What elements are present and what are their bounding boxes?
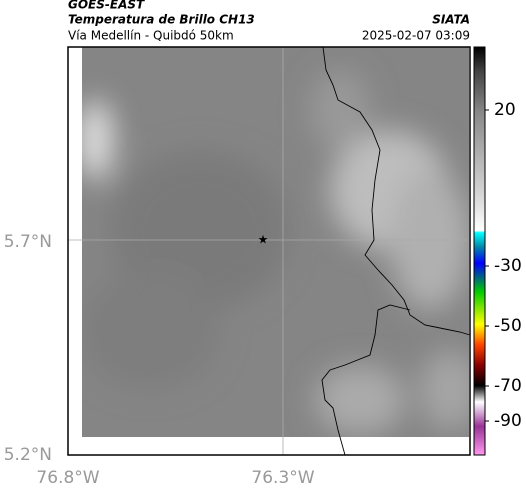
lon-label: 76.8°W xyxy=(36,468,99,488)
colorbar-label: 20 xyxy=(494,100,516,120)
location: Vía Medellín - Quibdó 50km xyxy=(68,29,234,43)
product: Temperatura de Brillo CH13 xyxy=(68,13,255,27)
colorbar-label: -30 xyxy=(494,256,522,276)
colorbar: 20 -30 -50 -70 -90 xyxy=(473,46,522,456)
border xyxy=(321,304,411,456)
satellite-image xyxy=(82,47,469,437)
map-frame xyxy=(67,46,471,456)
colorbar-label: -50 xyxy=(494,316,522,336)
colorbar-label: -90 xyxy=(494,411,522,431)
lon-label: 76.3°W xyxy=(251,468,314,488)
lat-label: 5.7°N xyxy=(4,232,52,252)
source: SIATA xyxy=(432,13,470,27)
location-star: ★ xyxy=(258,233,269,247)
border xyxy=(322,46,471,336)
agency: GOES-EAST xyxy=(68,0,145,12)
colorbar-scale xyxy=(473,46,486,456)
lat-label: 5.2°N xyxy=(4,445,52,465)
datetime: 2025-02-07 03:09 xyxy=(362,29,470,43)
map: ★ 5.7°N 5.2°N 76.8°W 76.3°W xyxy=(4,46,471,488)
colorbar-label: -70 xyxy=(494,376,522,396)
